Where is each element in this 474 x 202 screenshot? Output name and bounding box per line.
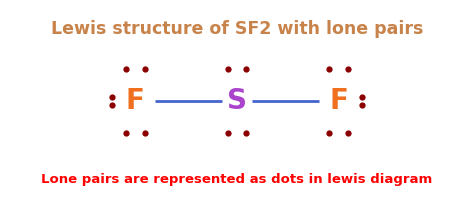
Text: Lewis structure of SF2 with lone pairs: Lewis structure of SF2 with lone pairs — [51, 20, 423, 38]
Text: F: F — [329, 87, 348, 115]
Text: S: S — [227, 87, 247, 115]
Text: F: F — [126, 87, 145, 115]
Text: Lone pairs are represented as dots in lewis diagram: Lone pairs are represented as dots in le… — [41, 173, 433, 186]
